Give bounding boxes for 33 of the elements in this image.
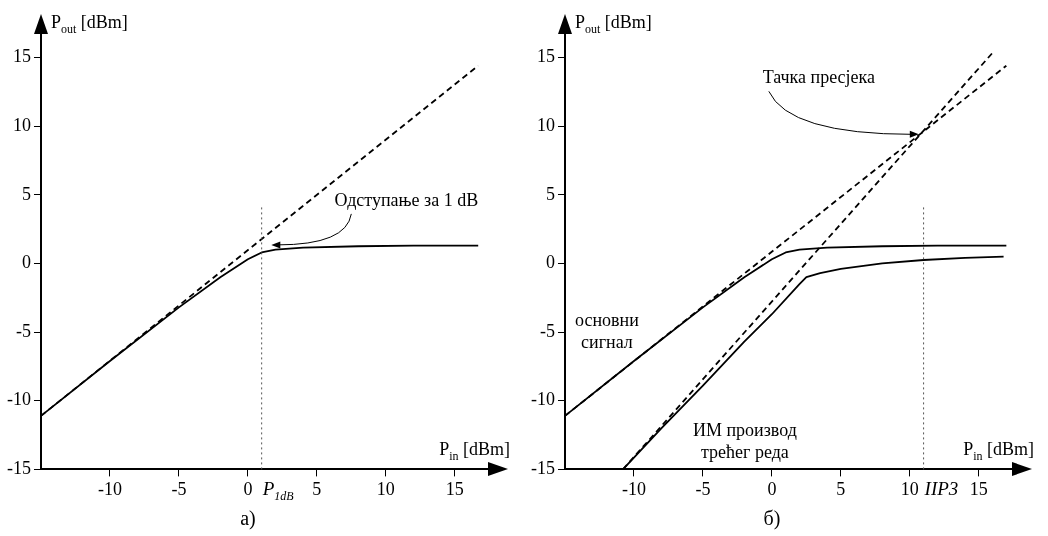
x-tick-label: 0 [243, 478, 253, 499]
y-tick-label: 10 [536, 114, 555, 135]
y-tick-label: -15 [530, 458, 555, 479]
y-tick-label: -5 [539, 320, 555, 341]
x-tick-label: 5 [836, 478, 846, 499]
series-label: основни сигнал [575, 309, 640, 352]
ref-line-label: IIP3 [923, 478, 959, 500]
x-tick-label: 15 [445, 478, 464, 499]
y-tick-label: 15 [536, 46, 555, 67]
x-tick-label: 5 [312, 478, 322, 499]
annotation: Одступање за 1 dB [334, 189, 479, 210]
y-tick-label: 15 [12, 46, 31, 67]
series-label: ИМ производ трећег реда [692, 419, 797, 462]
x-tick-label: -10 [621, 478, 646, 499]
y-tick-label: -15 [6, 458, 31, 479]
x-tick-label: -5 [171, 478, 187, 499]
y-tick-label: 0 [545, 252, 555, 273]
annotation: Тачка пресјека [762, 67, 876, 88]
x-tick-label: 0 [767, 478, 777, 499]
y-tick-label: -10 [530, 389, 555, 410]
y-tick-label: -10 [6, 389, 31, 410]
x-tick-label: 10 [376, 478, 395, 499]
text: а) [240, 507, 256, 531]
y-tick-label: 5 [21, 183, 31, 204]
x-tick-label: -10 [97, 478, 122, 499]
x-tick-label: 10 [900, 478, 919, 499]
y-tick-label: 10 [12, 114, 31, 135]
text: б) [763, 507, 781, 531]
x-tick-label: -5 [695, 478, 711, 499]
y-tick-label: 0 [21, 252, 31, 273]
y-tick-label: 5 [545, 183, 555, 204]
y-tick-label: -5 [15, 320, 31, 341]
x-tick-label: 15 [969, 478, 988, 499]
